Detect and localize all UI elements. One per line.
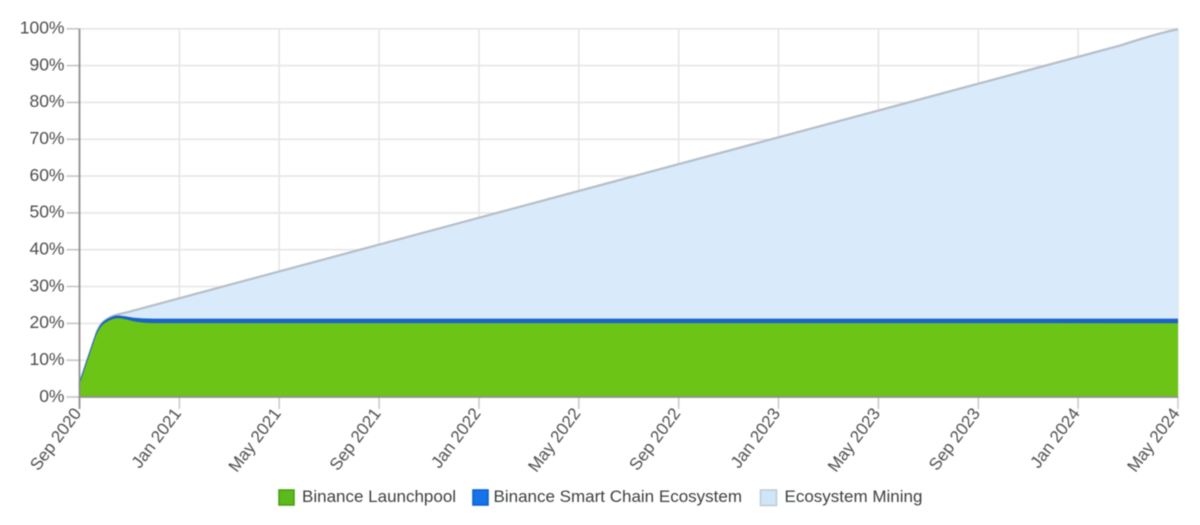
svg-text:70%: 70% (29, 128, 64, 148)
svg-text:80%: 80% (29, 91, 64, 111)
svg-text:90%: 90% (29, 54, 64, 74)
svg-text:10%: 10% (29, 349, 64, 369)
svg-text:20%: 20% (29, 312, 64, 332)
svg-text:Binance Smart Chain Ecosystem: Binance Smart Chain Ecosystem (494, 487, 743, 506)
svg-text:Ecosystem Mining: Ecosystem Mining (785, 487, 923, 506)
svg-text:50%: 50% (29, 202, 64, 222)
svg-text:40%: 40% (29, 239, 64, 259)
svg-text:60%: 60% (29, 165, 64, 185)
svg-text:30%: 30% (29, 275, 64, 295)
svg-text:0%: 0% (39, 386, 64, 406)
svg-text:Binance Launchpool: Binance Launchpool (302, 487, 456, 506)
svg-text:100%: 100% (20, 18, 65, 38)
